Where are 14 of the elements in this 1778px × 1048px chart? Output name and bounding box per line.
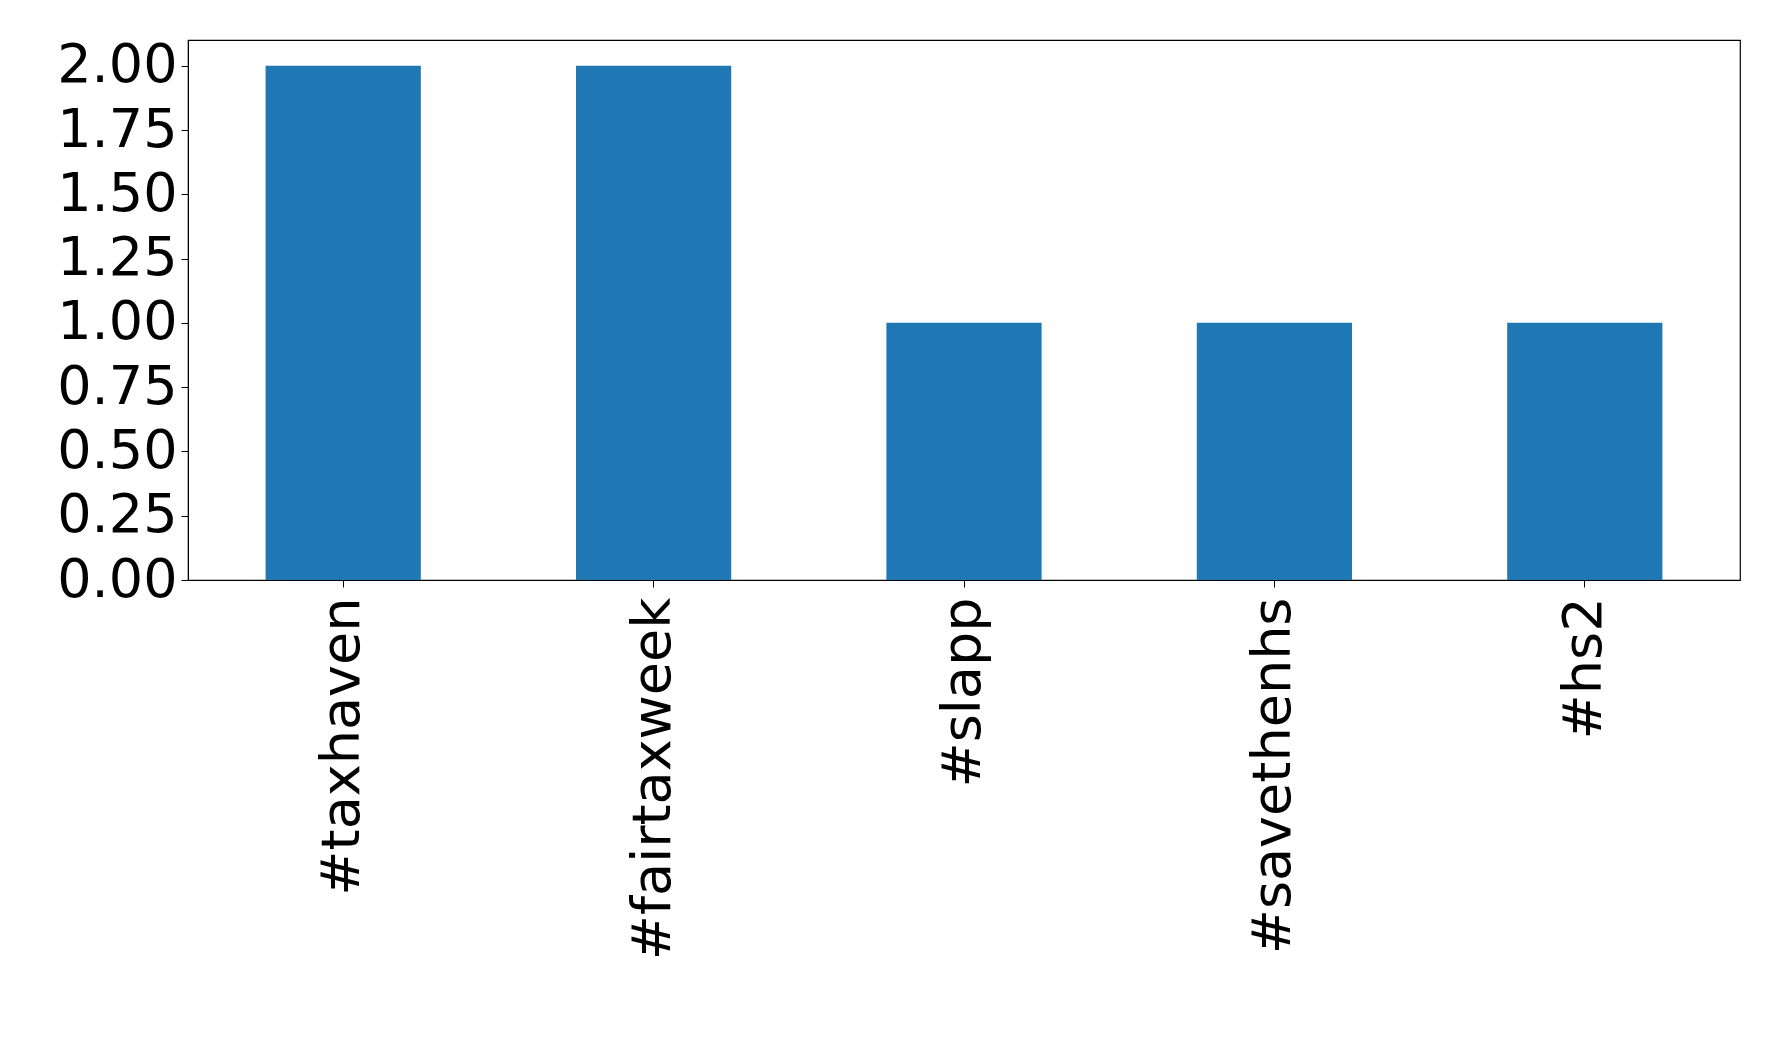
y-tick-label: 0.00 bbox=[57, 546, 178, 610]
x-tick-label: #slapp bbox=[930, 597, 993, 788]
y-tick-label: 0.75 bbox=[57, 353, 178, 417]
y-tick-label: 1.00 bbox=[57, 289, 178, 353]
x-tick-label: #taxhaven bbox=[309, 597, 373, 896]
y-tick-label: 2.00 bbox=[57, 32, 178, 96]
y-tick-label: 0.50 bbox=[57, 417, 178, 481]
y-tick-label: 0.25 bbox=[57, 482, 178, 546]
x-tick-label: #fairtaxweek bbox=[619, 596, 683, 961]
y-tick-label: 1.25 bbox=[57, 225, 178, 289]
x-tick-label: #hs2 bbox=[1550, 597, 1614, 740]
y-tick-label: 1.75 bbox=[57, 96, 178, 160]
x-tick-label: #savethenhs bbox=[1240, 597, 1304, 955]
y-tick-label: 1.50 bbox=[57, 160, 178, 224]
